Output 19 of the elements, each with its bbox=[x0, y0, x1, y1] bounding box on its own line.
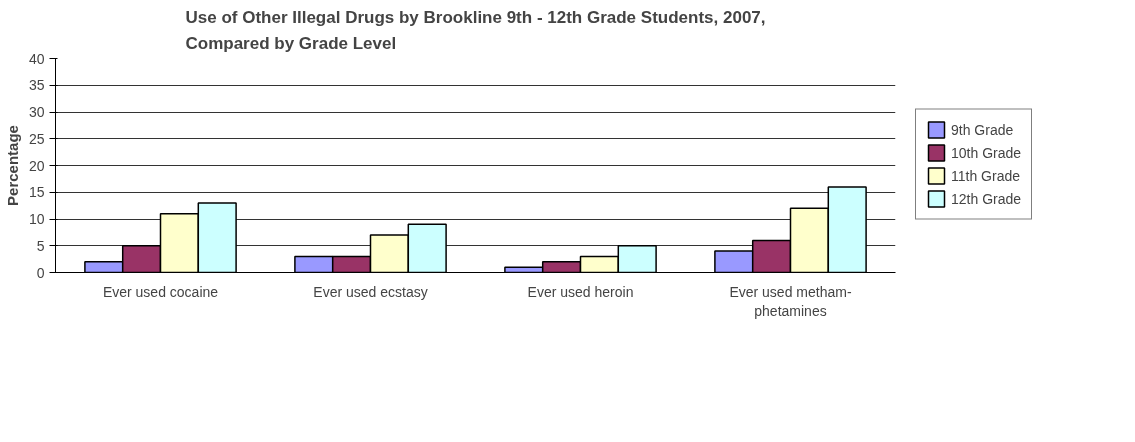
x-tick-label: Ever used heroin bbox=[527, 283, 634, 300]
y-tick-label: 10 bbox=[28, 211, 45, 227]
y-tick-label: 5 bbox=[36, 237, 45, 254]
y-tick-label: 30 bbox=[28, 104, 45, 120]
y-tick-label: 25 bbox=[28, 130, 45, 147]
legend-label: 11th Grade bbox=[951, 167, 1021, 184]
x-tick-label: Ever used metham- phetamines bbox=[729, 283, 852, 319]
y-tick-label: 0 bbox=[36, 264, 45, 281]
chart-title: Use of Other Illegal Drugs by Brookline 9th - 12th Grade Students, 2007, Compared by Grade Level bbox=[185, 7, 766, 54]
y-tick-label: 20 bbox=[28, 157, 45, 174]
legend-label: 9th Grade bbox=[951, 121, 1014, 138]
y-axis-title: Percentage bbox=[3, 125, 21, 206]
y-tick-label: 35 bbox=[28, 77, 45, 94]
x-tick-label: Ever used ecstasy bbox=[313, 283, 428, 300]
legend-label: 10th Grade bbox=[951, 144, 1022, 161]
legend-label: 12th Grade bbox=[951, 190, 1022, 207]
y-tick-label: 40 bbox=[28, 50, 45, 67]
x-tick-label: Ever used cocaine bbox=[102, 283, 219, 300]
y-tick-label: 15 bbox=[28, 184, 45, 201]
